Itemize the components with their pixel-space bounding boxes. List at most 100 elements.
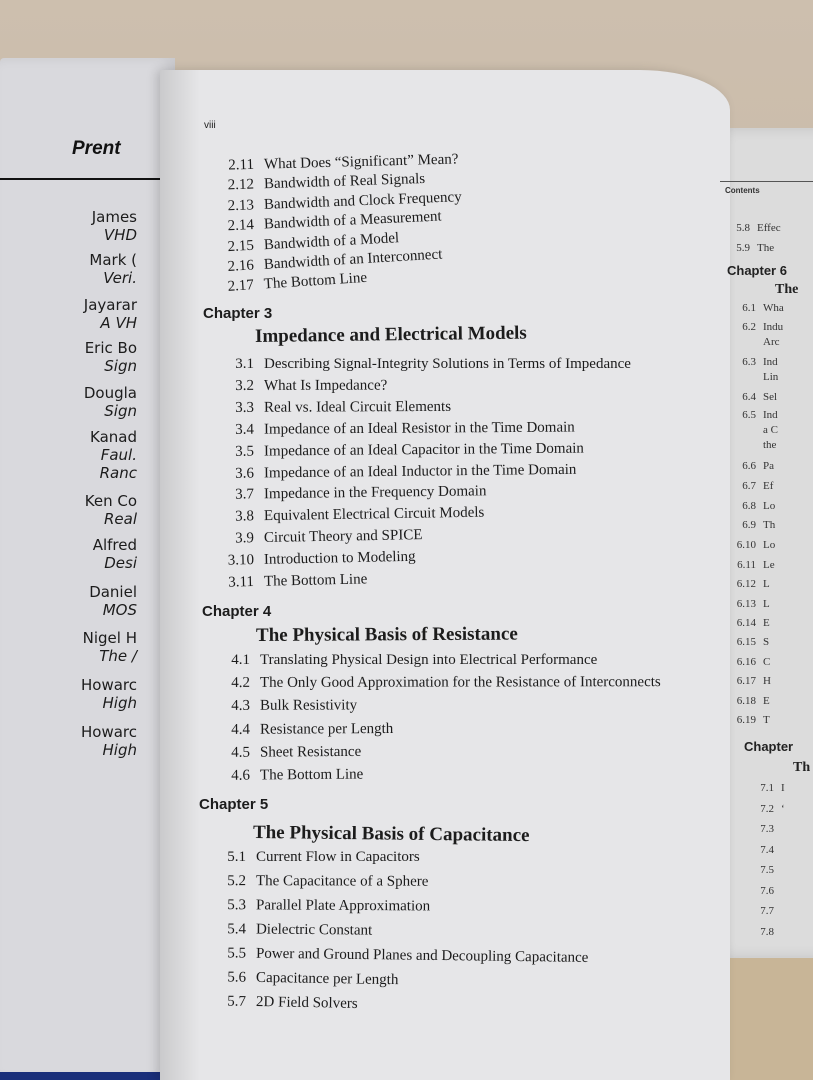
section-title: Th — [763, 519, 776, 531]
toc-entry: 3.8 Equivalent Electrical Circuit Models — [210, 505, 485, 526]
chapter-title: Impedance and Electrical Models — [254, 322, 527, 347]
book-listing: Mark (Veri. — [89, 251, 137, 287]
toc-entry: 3.2 What Is Impedance? — [210, 377, 387, 394]
section-number: 5.7 — [227, 993, 247, 1010]
toc-entry: 6.5 Ind — [722, 409, 777, 422]
book-title: MOS — [102, 601, 137, 619]
author-name: Nigel H — [82, 629, 137, 647]
toc-entry: 3.9 Circuit Theory and SPICE — [210, 527, 423, 548]
toc-entry: 5.1 Current Flow in Capacitors — [202, 849, 419, 866]
toc-entry: 3.3 Real vs. Ideal Circuit Elements — [210, 399, 451, 417]
chapter-heading: Chapter 6 — [727, 263, 787, 278]
section-title: The Bottom Line — [259, 766, 364, 784]
right-running-header: Contents — [725, 186, 760, 195]
section-title: Indu — [763, 321, 784, 333]
section-number: 6.13 — [736, 598, 756, 610]
section-title: Impedance of an Ideal Capacitor in the T… — [263, 440, 584, 460]
toc-entry: 3.5 Impedance of an Ideal Capacitor in th… — [210, 440, 584, 460]
section-number: 5.6 — [227, 969, 247, 986]
toc-entry: 4.5 Sheet Resistance — [206, 744, 361, 762]
section-title: E — [763, 695, 770, 707]
section-number: 4.2 — [231, 675, 251, 692]
section-title: Real vs. Ideal Circuit Elements — [263, 398, 452, 416]
section-title: Bulk Resistivity — [259, 697, 358, 715]
toc-entry: 6.18 E — [722, 695, 770, 708]
section-title: What Does “Significant” Mean? — [263, 151, 459, 173]
section-title: E — [763, 617, 770, 629]
toc-entry: a C — [722, 424, 778, 437]
section-number: 5.8 — [736, 222, 750, 234]
toc-entry: 6.16 C — [722, 656, 771, 669]
toc-entry: 5.4 Dielectric Constant — [202, 921, 372, 940]
author-name: Dougla — [83, 384, 137, 402]
chapter-heading: Chapter 3 — [203, 305, 273, 322]
section-number: 3.11 — [228, 573, 255, 591]
section-number: 3.5 — [235, 443, 255, 460]
section-title: Introduction to Modeling — [263, 548, 416, 568]
section-title: T — [763, 714, 770, 726]
section-number: 7.5 — [760, 864, 774, 876]
section-number: 5.5 — [227, 945, 247, 962]
section-number: 4.4 — [231, 721, 251, 738]
section-title: the — [763, 439, 777, 451]
section-title: Dielectric Constant — [255, 921, 373, 939]
section-title: 2D Field Solvers — [255, 994, 358, 1012]
author-name: Howarc — [80, 723, 137, 741]
section-number: 6.12 — [736, 578, 756, 590]
section-number: 7.4 — [760, 843, 774, 856]
chapter-title: The Physical Basis of Resistance — [255, 623, 518, 646]
section-title: The Capacitance of a Sphere — [255, 873, 429, 890]
toc-entry: 6.17 H — [722, 675, 771, 688]
toc-entry: 5.9 The — [716, 242, 774, 255]
book-listing: Howarc High — [81, 676, 137, 712]
section-number: 3.10 — [227, 552, 255, 569]
section-number: 5.3 — [227, 897, 247, 914]
toc-entry: 6.7 Ef — [722, 480, 773, 493]
section-number: 7.2 — [760, 802, 774, 815]
page-number: viii — [204, 120, 216, 131]
author-name: Eric Bo — [84, 339, 137, 357]
section-title: L — [763, 598, 770, 610]
section-number: 7.6 — [760, 884, 774, 897]
toc-entry: 6.12 L — [722, 578, 770, 591]
section-number: 2.15 — [227, 237, 255, 255]
section-title: The — [757, 242, 775, 254]
toc-entry: 6.3 Ind — [722, 356, 777, 369]
chapter-title: The Physical Basis of Capacitance — [252, 822, 530, 847]
section-title: Sheet Resistance — [259, 743, 362, 761]
section-number: 6.16 — [736, 656, 756, 668]
section-title: Impedance in the Frequency Domain — [263, 483, 487, 503]
toc-entry: 6.10 Lo — [722, 539, 775, 552]
section-title: Effec — [757, 222, 781, 234]
left-page: Prent James VHD Mark (Veri. Jayarar A VH Eric… — [0, 58, 175, 1080]
toc-entry: 4.6 The Bottom Line — [206, 767, 363, 785]
toc-entry: 4.1 Translating Physical Design into Elec… — [206, 652, 597, 669]
toc-entry: 7.4 — [740, 844, 781, 857]
section-title: L — [763, 578, 770, 590]
section-title: Lin — [763, 371, 779, 383]
section-title: The Only Good Approximation for the Resi… — [259, 674, 661, 692]
section-number: 3.4 — [235, 421, 255, 438]
toc-entry: 7.5 — [740, 864, 781, 877]
section-title: C — [763, 656, 771, 668]
toc-entry: 6.14 E — [722, 617, 770, 630]
section-number: 5.4 — [227, 921, 247, 938]
section-title: Sel — [763, 391, 778, 403]
book-listing: Eric Bo Sign — [85, 339, 137, 375]
section-title: Ef — [763, 480, 774, 492]
section-number: 5.2 — [227, 873, 247, 890]
chapter-heading: Chapter 5 — [199, 796, 269, 813]
book-listing: Ken Co Real — [85, 492, 137, 528]
section-title: Lo — [763, 500, 776, 512]
section-number: 4.1 — [231, 652, 250, 668]
section-number: 3.8 — [235, 508, 255, 525]
author-name: Howarc — [80, 676, 137, 694]
section-title: Pa — [763, 460, 774, 472]
book-title: High — [102, 694, 137, 712]
toc-entry: the — [722, 439, 776, 452]
section-number: 6.15 — [736, 636, 756, 648]
publisher-brand: Prent — [72, 138, 121, 159]
toc-entry: 5.2 The Capacitance of a Sphere — [202, 873, 428, 891]
section-number: 6.6 — [742, 460, 756, 472]
